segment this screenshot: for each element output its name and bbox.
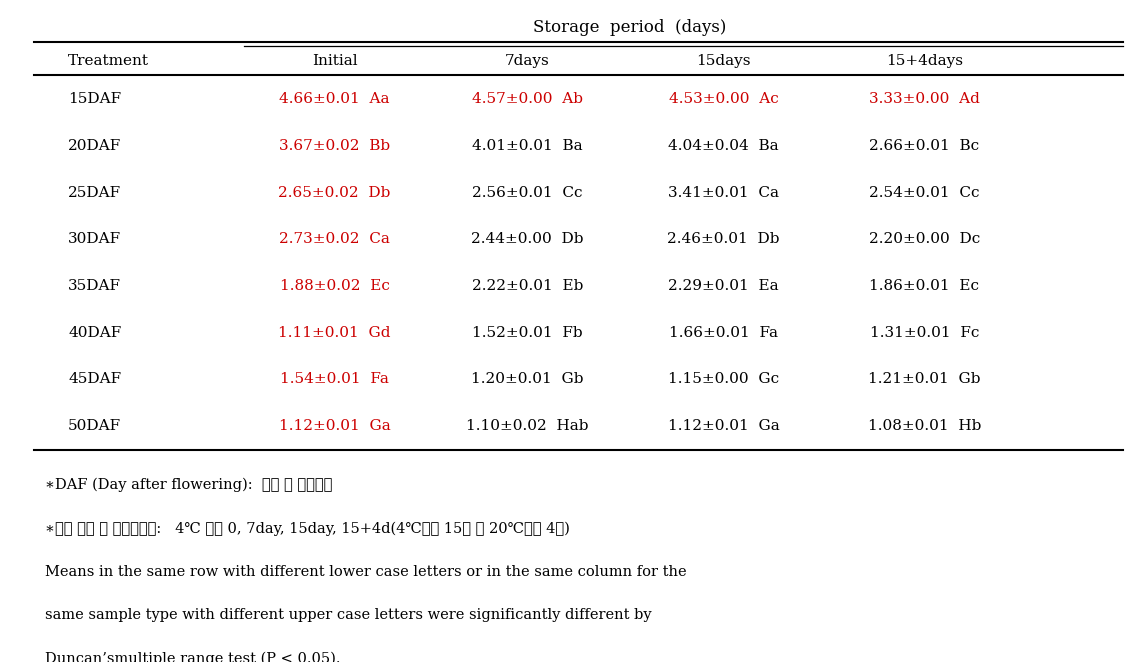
Text: 1.88±0.02  Ec: 1.88±0.02 Ec	[280, 279, 389, 293]
Text: 4.57±0.00  Ab: 4.57±0.00 Ab	[472, 93, 583, 107]
Text: 2.65±0.02  Db: 2.65±0.02 Db	[278, 186, 391, 200]
Text: 2.46±0.01  Db: 2.46±0.01 Db	[667, 232, 780, 246]
Text: 2.44±0.00  Db: 2.44±0.00 Db	[471, 232, 584, 246]
Text: ∗DAF (Day after flowering):  개화 후 수확일자: ∗DAF (Day after flowering): 개화 후 수확일자	[45, 478, 332, 493]
Text: 2.22±0.01  Eb: 2.22±0.01 Eb	[472, 279, 583, 293]
Text: 15+4days: 15+4days	[886, 54, 963, 68]
Text: 1.20±0.01  Gb: 1.20±0.01 Gb	[471, 372, 584, 387]
Text: ∗저장 기간 후 품질평가일:   4℃ 저장 0, 7day, 15day, 15+4d(4℃저장 15일 후 20℃저장 4일): ∗저장 기간 후 품질평가일: 4℃ 저장 0, 7day, 15day, 15…	[45, 521, 570, 536]
Text: 2.73±0.02  Ca: 2.73±0.02 Ca	[279, 232, 390, 246]
Text: 15DAF: 15DAF	[68, 93, 121, 107]
Text: 7days: 7days	[505, 54, 550, 68]
Text: 40DAF: 40DAF	[68, 326, 121, 340]
Text: 1.08±0.01  Hb: 1.08±0.01 Hb	[868, 419, 981, 433]
Text: 2.54±0.01  Cc: 2.54±0.01 Cc	[869, 186, 980, 200]
Text: same sample type with different upper case letters were significantly different : same sample type with different upper ca…	[45, 608, 652, 622]
Text: 2.56±0.01  Cc: 2.56±0.01 Cc	[472, 186, 583, 200]
Text: Initial: Initial	[312, 54, 357, 68]
Text: 4.66±0.01  Aa: 4.66±0.01 Aa	[279, 93, 390, 107]
Text: 1.86±0.01  Ec: 1.86±0.01 Ec	[869, 279, 980, 293]
Text: 1.66±0.01  Fa: 1.66±0.01 Fa	[669, 326, 778, 340]
Text: 3.67±0.02  Bb: 3.67±0.02 Bb	[279, 139, 390, 153]
Text: 20DAF: 20DAF	[68, 139, 121, 153]
Text: 1.12±0.01  Ga: 1.12±0.01 Ga	[668, 419, 779, 433]
Text: 30DAF: 30DAF	[68, 232, 121, 246]
Text: 25DAF: 25DAF	[68, 186, 121, 200]
Text: 1.21±0.01  Gb: 1.21±0.01 Gb	[868, 372, 981, 387]
Text: Storage  period  (days): Storage period (days)	[533, 19, 726, 36]
Text: 4.01±0.01  Ba: 4.01±0.01 Ba	[472, 139, 583, 153]
Text: 4.04±0.04  Ba: 4.04±0.04 Ba	[668, 139, 779, 153]
Text: 3.41±0.01  Ca: 3.41±0.01 Ca	[668, 186, 779, 200]
Text: 2.20±0.00  Dc: 2.20±0.00 Dc	[869, 232, 980, 246]
Text: 1.52±0.01  Fb: 1.52±0.01 Fb	[472, 326, 583, 340]
Text: 1.31±0.01  Fc: 1.31±0.01 Fc	[870, 326, 979, 340]
Text: 50DAF: 50DAF	[68, 419, 121, 433]
Text: Duncan’smultiple range test (P < 0.05).: Duncan’smultiple range test (P < 0.05).	[45, 651, 341, 662]
Text: 4.53±0.00  Ac: 4.53±0.00 Ac	[669, 93, 778, 107]
Text: Treatment: Treatment	[68, 54, 149, 68]
Text: 3.33±0.00  Ad: 3.33±0.00 Ad	[869, 93, 980, 107]
Text: 2.29±0.01  Ea: 2.29±0.01 Ea	[668, 279, 779, 293]
Text: 1.11±0.01  Gd: 1.11±0.01 Gd	[278, 326, 391, 340]
Text: 1.12±0.01  Ga: 1.12±0.01 Ga	[279, 419, 390, 433]
Text: 2.66±0.01  Bc: 2.66±0.01 Bc	[869, 139, 980, 153]
Text: 1.10±0.02  Hab: 1.10±0.02 Hab	[466, 419, 589, 433]
Text: Means in the same row with different lower case letters or in the same column fo: Means in the same row with different low…	[45, 565, 687, 579]
Text: 45DAF: 45DAF	[68, 372, 121, 387]
Text: 15days: 15days	[696, 54, 751, 68]
Text: 35DAF: 35DAF	[68, 279, 121, 293]
Text: 1.15±0.00  Gc: 1.15±0.00 Gc	[668, 372, 779, 387]
Text: 1.54±0.01  Fa: 1.54±0.01 Fa	[280, 372, 389, 387]
